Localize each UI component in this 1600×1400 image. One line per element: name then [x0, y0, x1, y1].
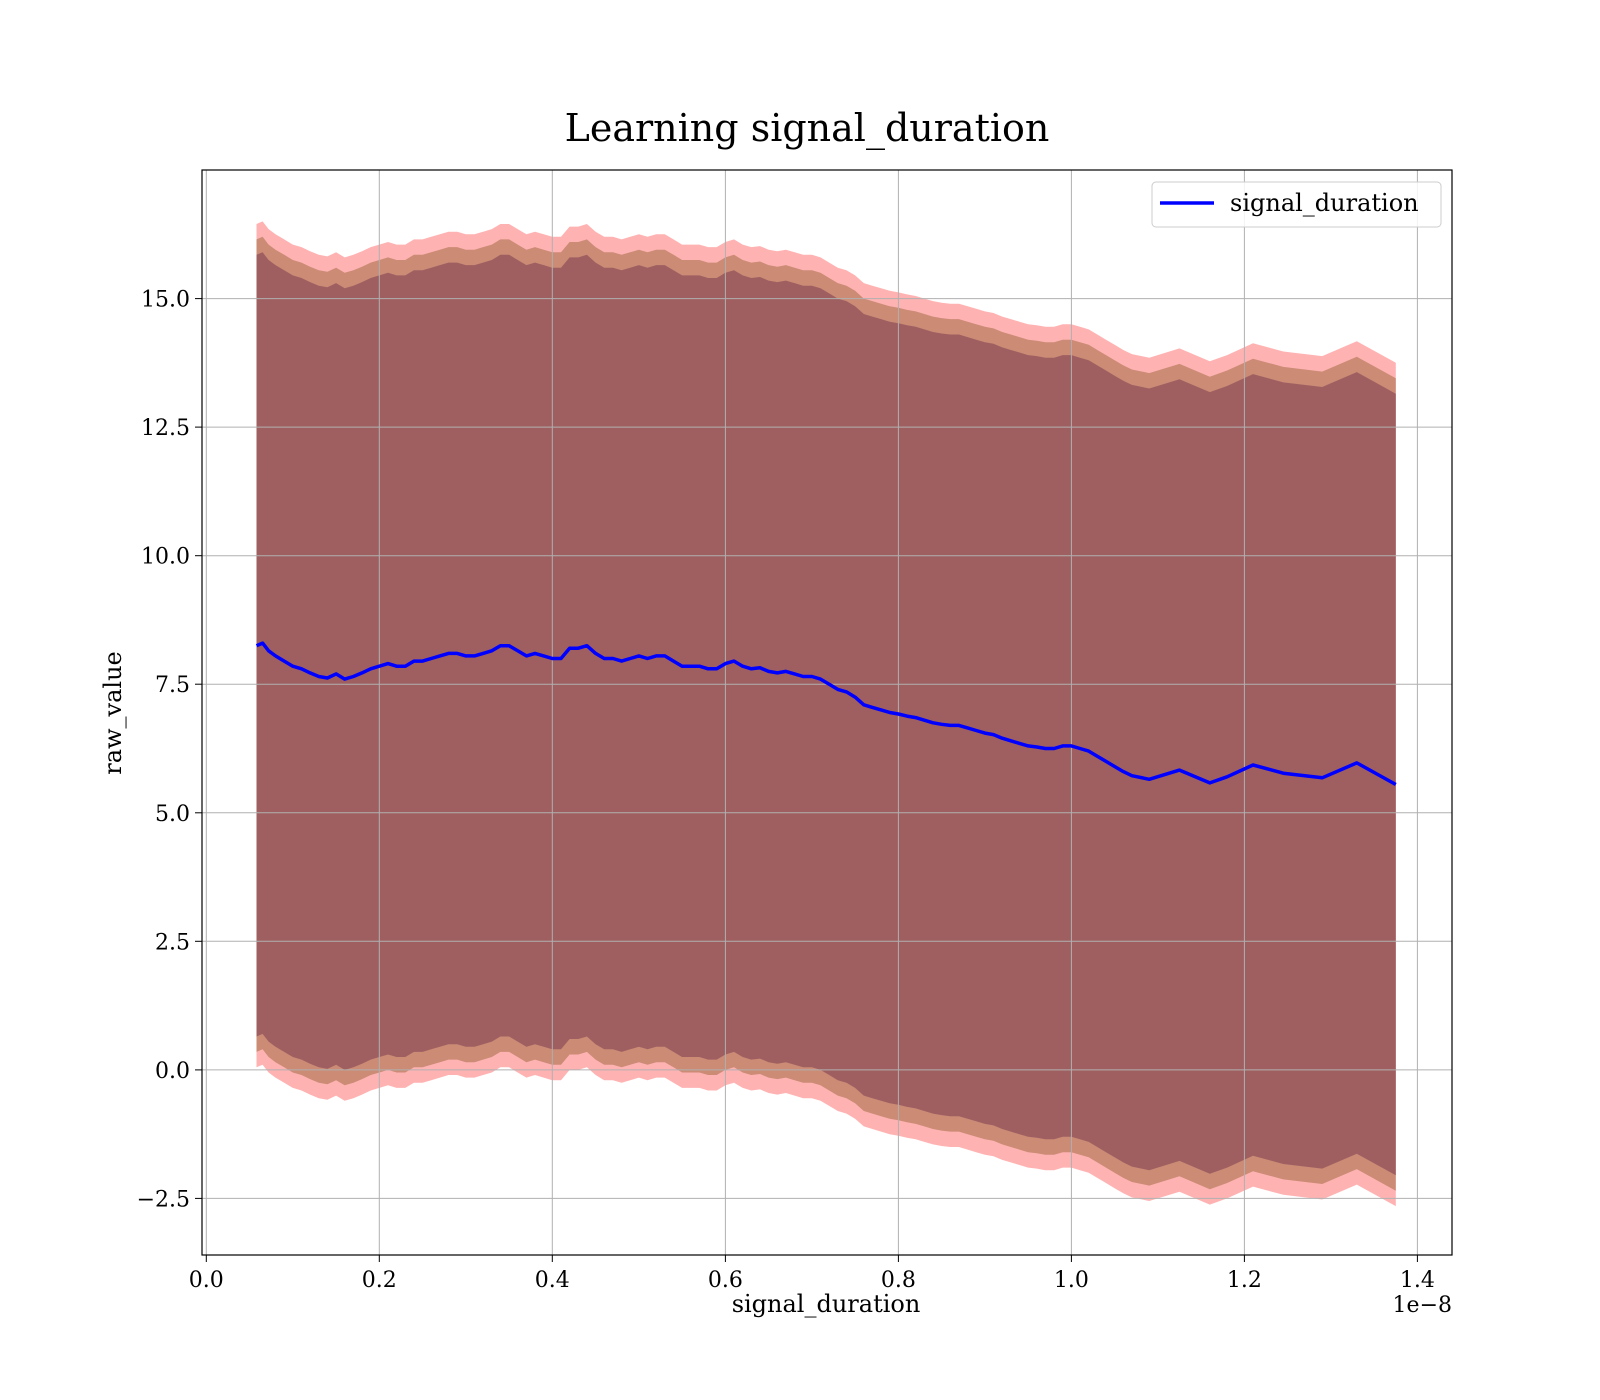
x-tick-label-1-4: 1.4 [1400, 1268, 1435, 1293]
confidence-bands [256, 221, 1396, 1207]
x-tick-label-0-8: 0.8 [881, 1268, 916, 1293]
x-axis-offset-text: 1e−8 [1393, 1293, 1452, 1318]
legend-box [1151, 181, 1442, 228]
series-line-signal-duration [255, 641, 1397, 787]
y-tick-label-2-5: 2.5 [155, 930, 190, 955]
y-axis-ticks: −2.5 0.0 2.5 5.0 7.5 10.0 12.5 15.0 [137, 288, 202, 1212]
x-tick-label-1-2: 1.2 [1227, 1268, 1262, 1293]
x-tick-label-1-0: 1.0 [1054, 1268, 1089, 1293]
y-tick-label-7-5: 7.5 [155, 673, 190, 698]
chart-title: Learning signal_duration [565, 106, 1050, 151]
y-tick-label-2-5: −2.5 [137, 1187, 190, 1212]
band-inner [256, 252, 1396, 1176]
y-tick-label-15-0: 15.0 [141, 288, 190, 313]
legend: signal_duration [1151, 181, 1442, 228]
series-lines [255, 641, 1397, 787]
grid [202, 170, 1452, 1255]
x-axis-ticks: 0.0 0.2 0.4 0.6 0.8 1.0 1.2 1.4 [189, 1255, 1435, 1293]
y-tick-label-12-5: 12.5 [141, 416, 190, 441]
y-tick-label-0-0: 0.0 [155, 1059, 190, 1084]
plot-frame [201, 169, 1453, 1256]
legend-label-signal-duration: signal_duration [1230, 189, 1419, 217]
y-axis-label: raw_value [99, 651, 127, 775]
x-axis-label: signal_duration [732, 1290, 921, 1318]
x-tick-label-0-4: 0.4 [535, 1268, 570, 1293]
x-tick-label-0-6: 0.6 [708, 1268, 743, 1293]
x-tick-label-0-2: 0.2 [362, 1268, 397, 1293]
band-outer [256, 221, 1396, 1207]
y-tick-label-10-0: 10.0 [141, 545, 190, 570]
band-middle [256, 236, 1396, 1191]
x-tick-label-0-0: 0.0 [189, 1268, 224, 1293]
y-tick-label-5-0: 5.0 [155, 802, 190, 827]
